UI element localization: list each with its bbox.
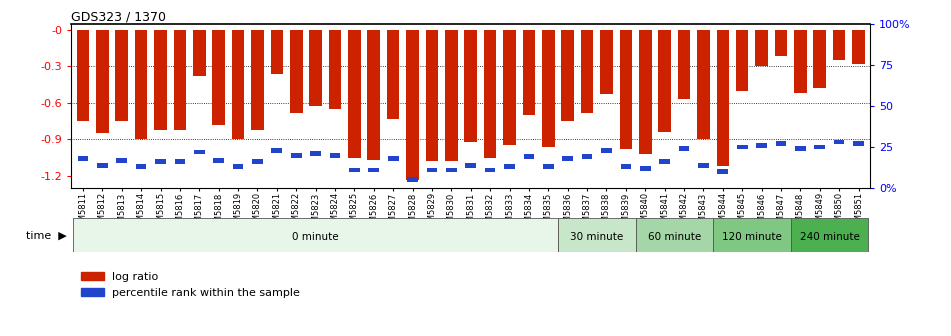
Bar <box>407 177 417 182</box>
Bar <box>658 30 671 132</box>
Bar <box>309 30 322 107</box>
Bar <box>426 30 438 161</box>
Bar <box>542 30 554 147</box>
Bar <box>368 168 379 172</box>
Bar <box>853 141 864 146</box>
Bar <box>558 218 635 252</box>
Bar <box>814 144 825 150</box>
Bar <box>445 30 457 161</box>
Bar <box>503 30 515 145</box>
Bar <box>524 155 534 159</box>
Bar <box>387 30 399 119</box>
Bar <box>232 30 244 139</box>
Bar <box>562 156 573 161</box>
Bar <box>775 30 787 56</box>
Bar <box>212 30 225 125</box>
Bar <box>834 140 844 144</box>
Bar <box>717 169 728 174</box>
Bar <box>737 144 747 150</box>
Bar <box>135 30 147 139</box>
Bar <box>252 159 262 164</box>
Bar <box>348 30 360 158</box>
Bar <box>73 218 558 252</box>
Bar <box>543 164 553 169</box>
Bar <box>251 30 263 130</box>
Bar <box>795 146 805 151</box>
Text: 120 minute: 120 minute <box>722 232 782 242</box>
Bar <box>716 30 729 166</box>
Bar <box>852 30 864 64</box>
Bar <box>290 30 302 113</box>
Bar <box>271 148 282 153</box>
Bar <box>600 30 612 94</box>
Text: 240 minute: 240 minute <box>800 232 860 242</box>
Bar <box>640 166 650 171</box>
Bar <box>484 30 496 158</box>
Bar <box>756 143 767 148</box>
Bar <box>388 156 398 161</box>
Bar <box>504 164 514 169</box>
Bar <box>154 30 166 130</box>
Bar <box>813 30 826 88</box>
Bar <box>193 30 205 76</box>
Bar <box>464 30 477 142</box>
Bar <box>446 168 456 172</box>
Bar <box>678 30 690 99</box>
Text: 30 minute: 30 minute <box>571 232 624 242</box>
Text: time  ▶: time ▶ <box>26 230 67 240</box>
Bar <box>833 30 845 60</box>
Bar <box>330 153 340 158</box>
Bar <box>713 218 790 252</box>
Bar <box>155 159 165 164</box>
Bar <box>194 150 204 154</box>
Bar <box>736 30 748 91</box>
Bar <box>581 30 593 113</box>
Bar <box>790 218 868 252</box>
Bar <box>465 163 476 168</box>
Bar <box>233 164 243 169</box>
Bar <box>620 164 631 169</box>
Bar <box>174 30 186 130</box>
Text: 60 minute: 60 minute <box>648 232 701 242</box>
Bar <box>96 30 108 133</box>
Bar <box>77 30 89 121</box>
Bar <box>659 159 670 164</box>
Bar <box>619 30 632 149</box>
Bar <box>97 163 107 168</box>
Bar <box>406 30 418 180</box>
Bar <box>601 148 611 153</box>
Bar <box>485 168 495 172</box>
Bar <box>561 30 574 121</box>
Bar <box>755 30 767 66</box>
Bar <box>635 218 713 252</box>
Bar <box>794 30 806 93</box>
Bar <box>427 168 437 172</box>
Bar <box>367 30 380 160</box>
Bar <box>175 159 185 164</box>
Bar <box>698 163 708 168</box>
Bar <box>523 30 535 115</box>
Bar <box>776 141 786 146</box>
Bar <box>329 30 341 109</box>
Bar <box>291 153 301 158</box>
Bar <box>679 146 689 151</box>
Bar <box>78 156 88 161</box>
Bar <box>697 30 709 139</box>
Bar <box>115 30 128 121</box>
Text: 0 minute: 0 minute <box>292 232 339 242</box>
Text: GDS323 / 1370: GDS323 / 1370 <box>71 10 166 23</box>
Bar <box>310 151 321 156</box>
Legend: log ratio, percentile rank within the sample: log ratio, percentile rank within the sa… <box>77 268 304 302</box>
Bar <box>639 30 651 154</box>
Bar <box>213 158 224 163</box>
Bar <box>136 164 146 169</box>
Bar <box>349 168 359 172</box>
Bar <box>116 158 127 163</box>
Bar <box>582 155 592 159</box>
Bar <box>270 30 283 74</box>
